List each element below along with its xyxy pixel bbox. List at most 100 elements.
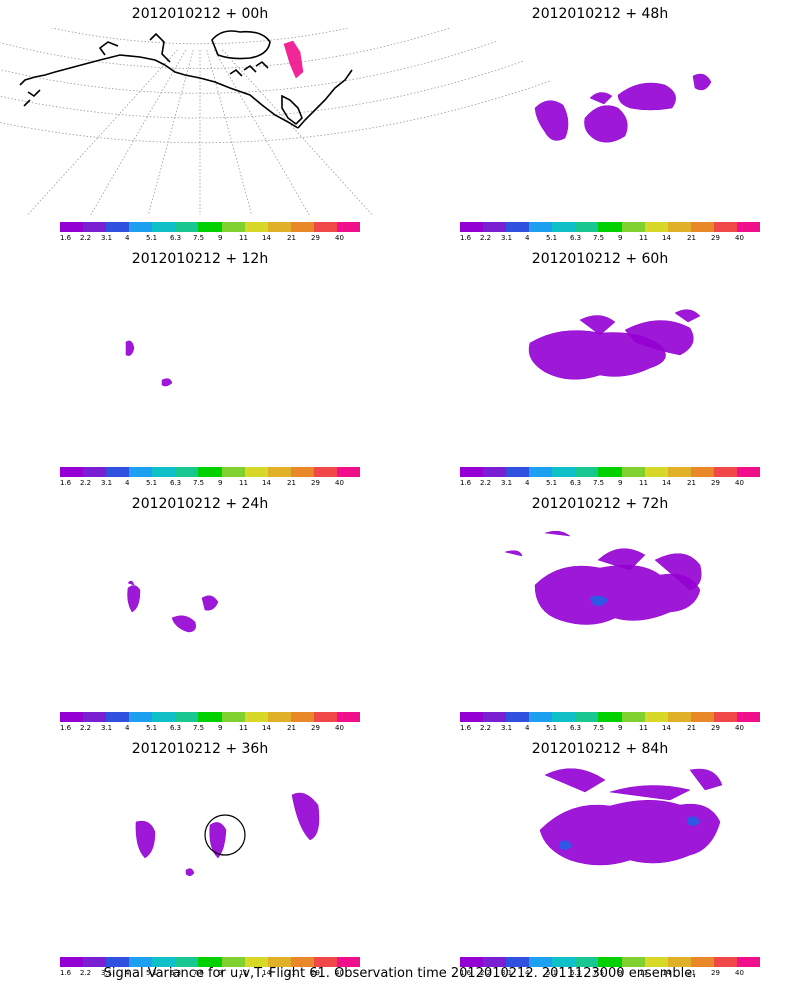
colorbar-labels: 1.6 2.2 3.1 4 5.1 6.3 7.5 9 11 14 21 29 40 bbox=[55, 969, 375, 979]
colorbar-swatch bbox=[221, 467, 245, 477]
colorbar-label: 1.6 bbox=[460, 969, 472, 977]
colorbar-swatch bbox=[690, 222, 714, 232]
signal-region bbox=[125, 340, 135, 356]
colorbar-swatch bbox=[267, 712, 291, 722]
colorbar-swatch bbox=[736, 957, 761, 967]
signal-region bbox=[609, 785, 691, 801]
colorbar-label: 7.5 bbox=[193, 969, 205, 977]
signal-region bbox=[534, 564, 701, 625]
colorbar-label: 29 bbox=[311, 969, 320, 977]
colorbar-swatch bbox=[106, 467, 130, 477]
colorbar-labels: 1.6 2.2 3.1 4 5.1 6.3 7.5 9 11 14 21 29 40 bbox=[455, 969, 775, 979]
colorbar-label: 2.2 bbox=[480, 969, 492, 977]
colorbar-label: 3.1 bbox=[501, 234, 513, 242]
colorbar-label: 11 bbox=[239, 479, 248, 487]
colorbar-label: 40 bbox=[335, 234, 344, 242]
colorbar-swatch bbox=[290, 712, 314, 722]
colorbar-swatch bbox=[460, 712, 484, 722]
colorbar-swatch bbox=[221, 712, 245, 722]
colorbar-swatch bbox=[152, 222, 176, 232]
colorbar-label: 3.1 bbox=[501, 969, 513, 977]
coastline bbox=[19, 30, 353, 129]
colorbar-swatch bbox=[529, 712, 553, 722]
colorbar-swatch bbox=[598, 712, 622, 722]
signal-region bbox=[597, 548, 646, 571]
colorbar-swatch bbox=[460, 957, 484, 967]
colorbar-labels: 1.6 2.2 3.1 4 5.1 6.3 7.5 9 11 14 21 29 40 bbox=[455, 234, 775, 244]
map-panel-48h: 2012010212 + 48h 1.6 2.2 3.1 4 5.1 6.3 7.5 9 11 14… bbox=[400, 0, 800, 245]
signal-region bbox=[127, 580, 135, 586]
colorbar-swatch bbox=[460, 467, 484, 477]
colorbar-label: 7.5 bbox=[593, 724, 605, 732]
colorbar-label: 6.3 bbox=[170, 479, 182, 487]
colorbar-swatch bbox=[644, 467, 668, 477]
colorbar-label: 29 bbox=[711, 969, 720, 977]
graticule bbox=[400, 28, 552, 123]
signal-region bbox=[579, 315, 616, 336]
colorbar-label: 40 bbox=[735, 234, 744, 242]
colorbar-swatch bbox=[483, 222, 507, 232]
colorbar-label: 4 bbox=[125, 724, 130, 732]
colorbar-swatch bbox=[598, 467, 622, 477]
colorbar-swatch bbox=[313, 222, 337, 232]
colorbar-swatch bbox=[736, 467, 761, 477]
colorbar-label: 5.1 bbox=[146, 479, 158, 487]
colorbar-labels: 1.6 2.2 3.1 4 5.1 6.3 7.5 9 11 14 21 29 40 bbox=[455, 479, 775, 489]
colorbar-swatch bbox=[621, 222, 645, 232]
colorbar-label: 7.5 bbox=[193, 234, 205, 242]
colorbar-label: 40 bbox=[335, 969, 344, 977]
colorbar-swatch bbox=[667, 467, 691, 477]
signal-region bbox=[544, 530, 571, 537]
colorbar-label: 40 bbox=[735, 724, 744, 732]
colorbar-label: 40 bbox=[335, 724, 344, 732]
colorbar-label: 9 bbox=[218, 479, 223, 487]
colorbar-label: 4 bbox=[525, 479, 530, 487]
colorbar-label: 21 bbox=[287, 969, 296, 977]
colorbar-swatch bbox=[244, 712, 268, 722]
colorbar-label: 2.2 bbox=[80, 724, 92, 732]
colorbar-label: 1.6 bbox=[60, 479, 72, 487]
colorbar-label: 7.5 bbox=[593, 969, 605, 977]
signal-region bbox=[283, 40, 304, 79]
colorbar-label: 14 bbox=[262, 234, 271, 242]
map-plot bbox=[127, 580, 219, 633]
colorbar-label: 1.6 bbox=[460, 234, 472, 242]
colorbar-swatch bbox=[313, 957, 337, 967]
colorbar-label: 6.3 bbox=[170, 724, 182, 732]
colorbar-swatch bbox=[552, 712, 576, 722]
colorbar-swatch bbox=[244, 467, 268, 477]
map-plot bbox=[400, 28, 712, 143]
colorbar-swatch bbox=[644, 712, 668, 722]
signal-region bbox=[544, 768, 606, 793]
colorbar-label: 6.3 bbox=[170, 969, 182, 977]
colorbar-label: 2.2 bbox=[80, 234, 92, 242]
colorbar-swatch bbox=[483, 957, 507, 967]
colorbar-swatch bbox=[290, 467, 314, 477]
signal-region bbox=[127, 585, 141, 613]
signal-region bbox=[539, 800, 721, 866]
colorbar-label: 4 bbox=[525, 969, 530, 977]
colorbar bbox=[60, 957, 361, 967]
map-plot bbox=[504, 530, 702, 625]
colorbar-label: 21 bbox=[687, 234, 696, 242]
map-plot bbox=[135, 792, 320, 876]
colorbar-swatch bbox=[713, 712, 737, 722]
map-panel-24h: 2012010212 + 24h 1.6 2.2 3.1 4 5.1 6.3 7.5 9 11 14… bbox=[0, 490, 400, 735]
colorbar-swatch bbox=[267, 957, 291, 967]
colorbar-swatch bbox=[644, 957, 668, 967]
colorbar-swatch bbox=[129, 467, 153, 477]
panel-title: 2012010212 + 60h bbox=[531, 251, 669, 267]
map-plot bbox=[528, 309, 701, 380]
panel-title: 2012010212 + 24h bbox=[131, 496, 269, 512]
colorbar-swatch bbox=[129, 957, 153, 967]
colorbar-swatch bbox=[575, 222, 599, 232]
colorbar-swatch bbox=[198, 222, 222, 232]
colorbar-swatch bbox=[175, 222, 199, 232]
map-panel-60h: 2012010212 + 60h 1.6 2.2 3.1 4 5.1 6.3 7.5 9 11 14… bbox=[400, 245, 800, 490]
colorbar-swatch bbox=[621, 957, 645, 967]
colorbar-label: 21 bbox=[287, 234, 296, 242]
colorbar-swatch bbox=[152, 467, 176, 477]
colorbar-swatch bbox=[621, 712, 645, 722]
colorbar-swatch bbox=[736, 222, 761, 232]
